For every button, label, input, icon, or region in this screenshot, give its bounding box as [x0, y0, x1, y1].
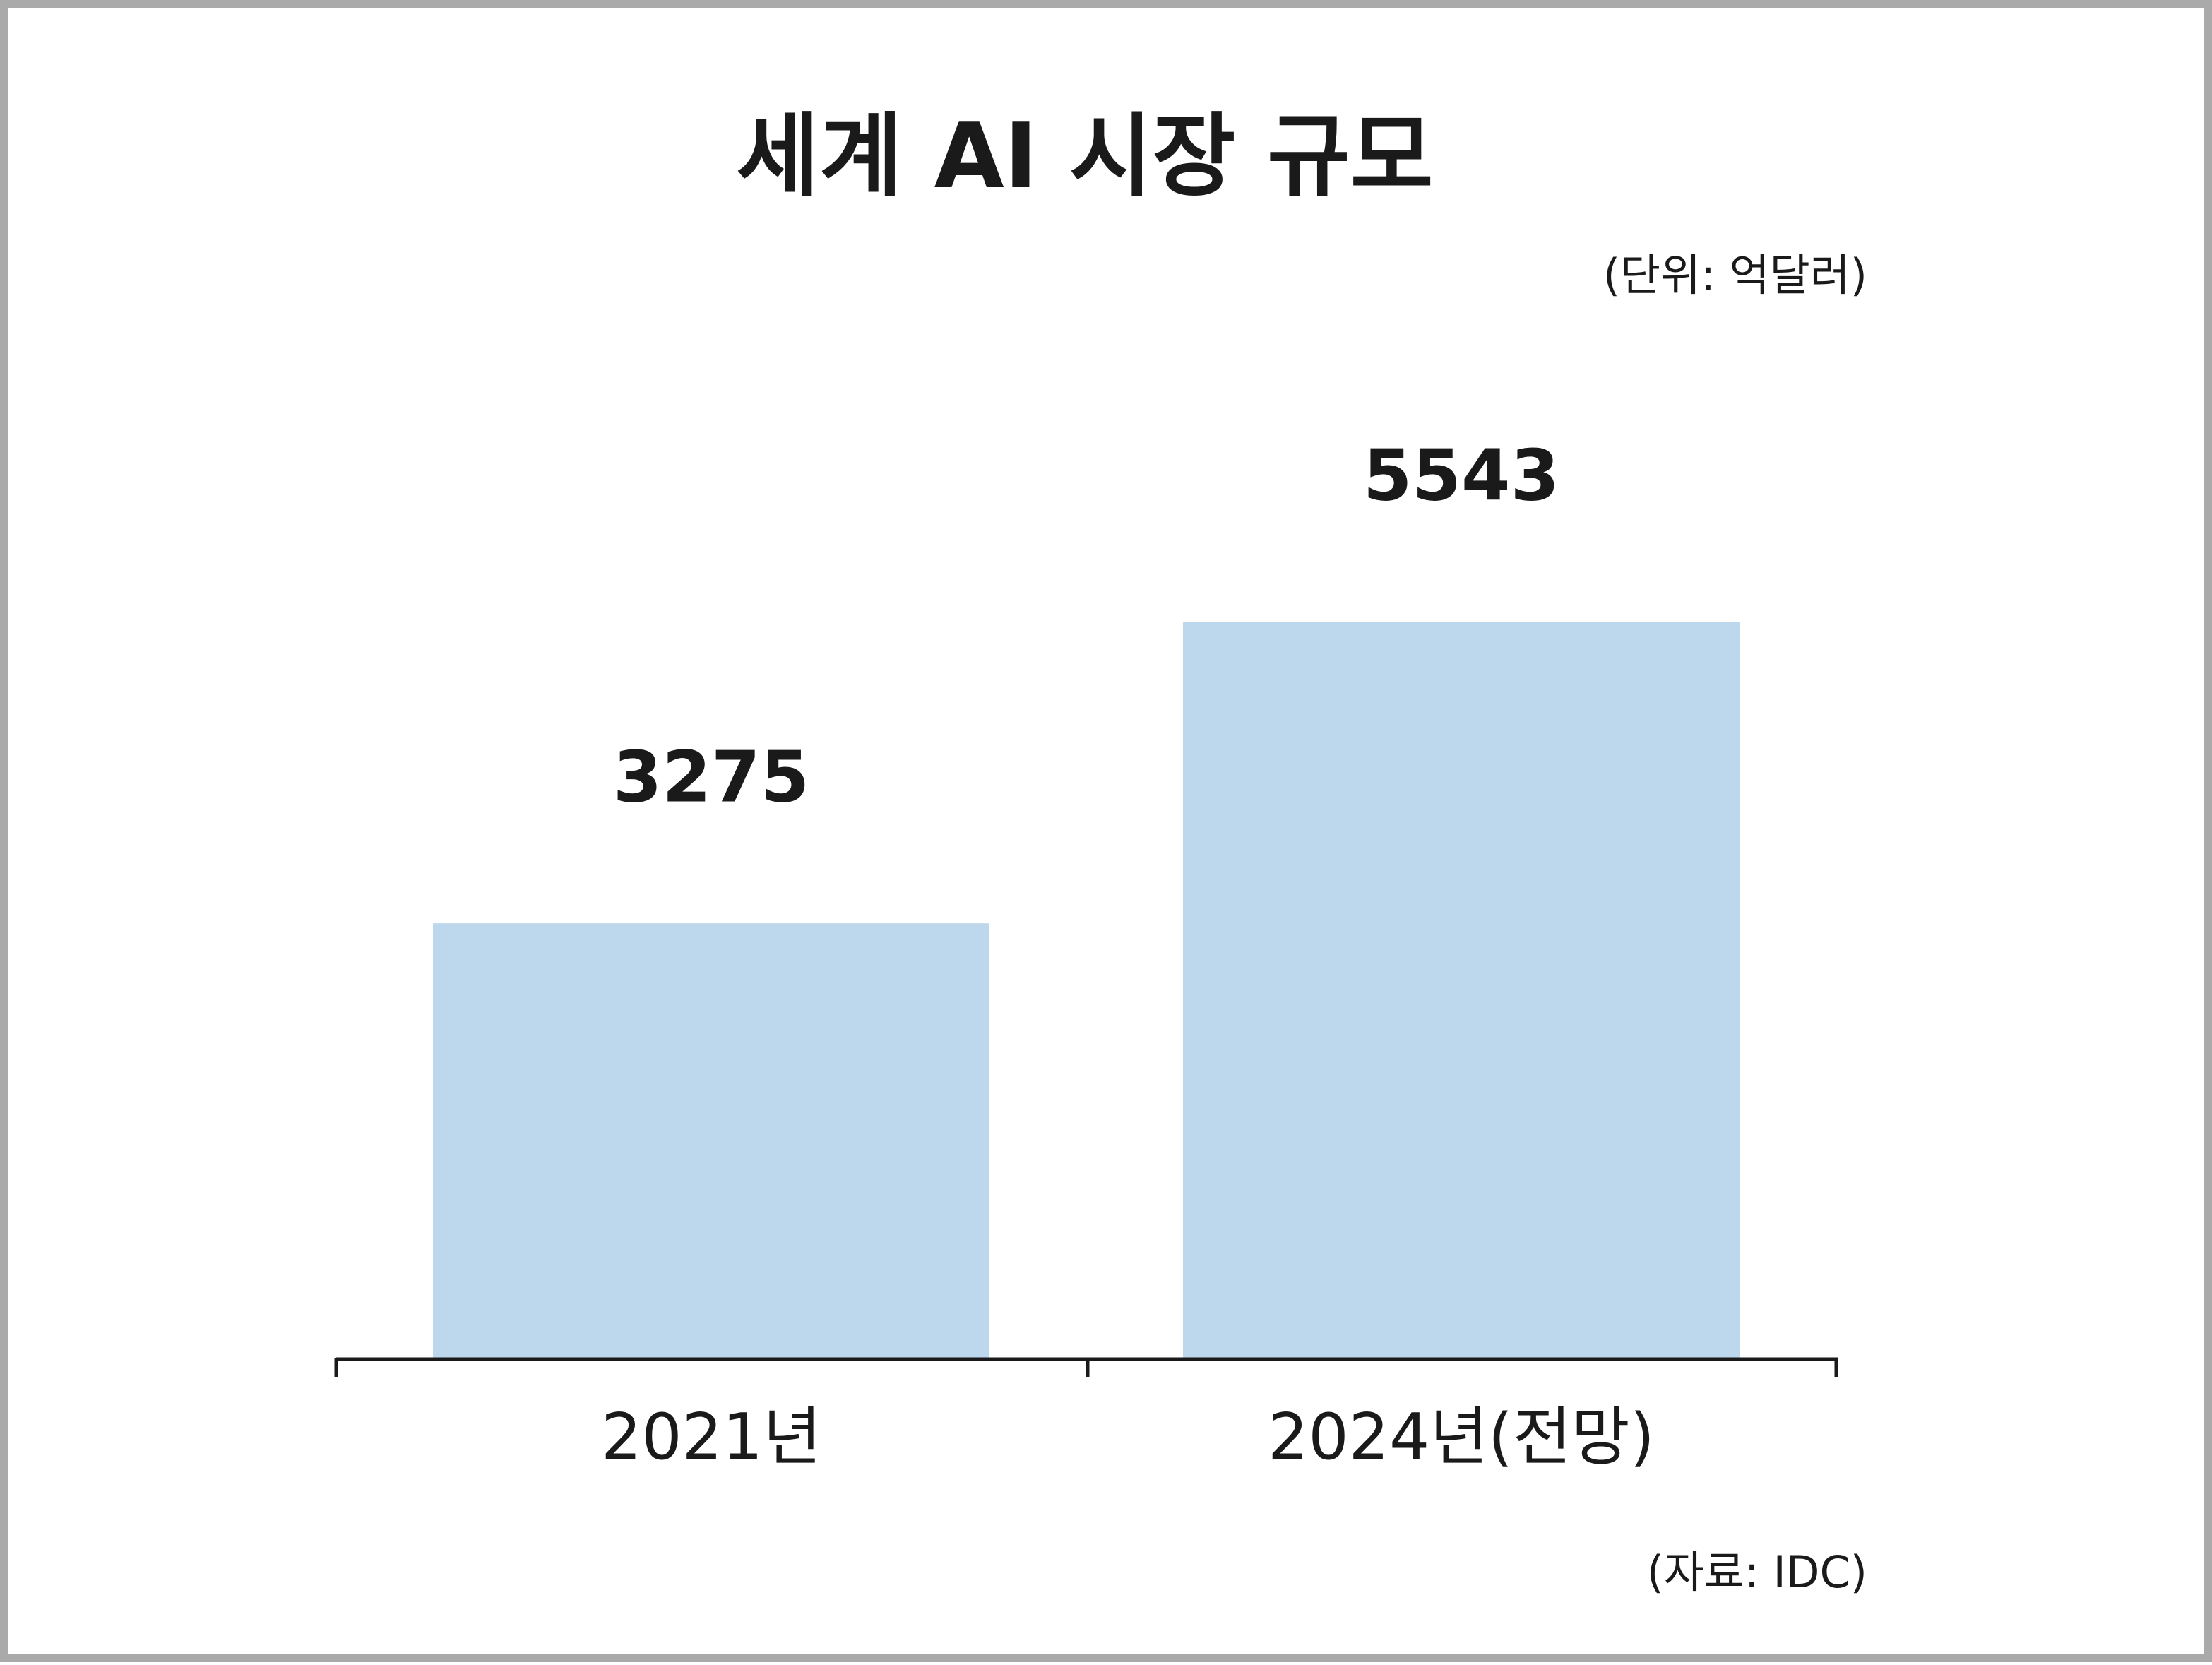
x-axis	[334, 1357, 1838, 1377]
bar	[1183, 622, 1740, 1359]
value-label: 3275	[613, 736, 809, 819]
x-tick-label: 2024년(전망)	[1268, 1400, 1655, 1474]
x-tick-label: 2021년	[601, 1400, 821, 1474]
value-label: 5543	[1363, 434, 1559, 516]
unit-note: (단위: 억달러)	[1603, 249, 1867, 301]
source-note: (자료: IDC)	[1647, 1546, 1867, 1598]
bar	[433, 923, 989, 1359]
chart-title: 세계 AI 시장 규모	[737, 104, 1434, 209]
